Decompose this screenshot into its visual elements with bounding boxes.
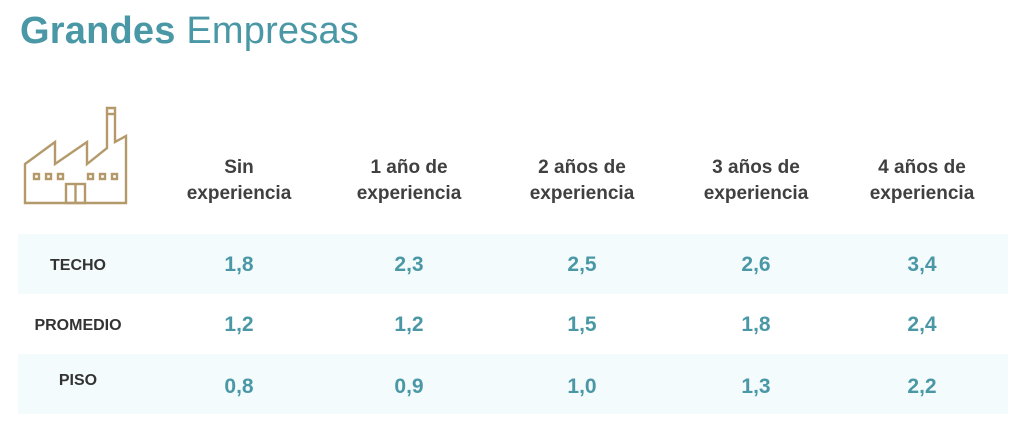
column-header: 1 año de experiencia <box>329 155 489 207</box>
column-header-line1: Sin <box>224 157 254 178</box>
table-row: PROMEDIO 1,2 1,2 1,5 1,8 2,4 <box>18 294 1008 354</box>
table-cell: 0,9 <box>394 375 424 398</box>
column-header: 2 años de experiencia <box>502 155 662 207</box>
page-title: Grandes Empresas <box>20 8 359 54</box>
column-header: 3 años de experiencia <box>676 155 836 207</box>
table-row: PISO 0,8 0,9 1,0 1,3 2,2 <box>18 354 1008 414</box>
table-cell: 2,3 <box>394 253 424 276</box>
table-cell: 1,5 <box>567 313 597 336</box>
row-label: TECHO <box>50 257 106 274</box>
table-cell: 1,2 <box>224 313 254 336</box>
table-cell: 2,2 <box>907 375 937 398</box>
column-header-line1: 1 año de <box>370 157 448 178</box>
column-header-line1: 3 años de <box>712 157 800 178</box>
table-row: TECHO 1,8 2,3 2,5 2,6 3,4 <box>18 234 1008 294</box>
page-title-bold: Grandes <box>20 10 176 52</box>
table-cell: 1,8 <box>741 313 771 336</box>
column-header-line1: 2 años de <box>538 157 626 178</box>
column-header-line2: experiencia <box>529 183 635 204</box>
row-label: PISO <box>58 372 98 389</box>
row-label: PROMEDIO <box>34 317 122 334</box>
column-header-line2: experiencia <box>869 183 975 204</box>
table-cell: 1,8 <box>224 253 254 276</box>
table-cell: 1,2 <box>394 313 424 336</box>
table-cell: 0,8 <box>224 375 254 398</box>
column-header: Sin experiencia <box>159 155 319 207</box>
table-cell: 2,4 <box>907 313 937 336</box>
column-header-line2: experiencia <box>186 183 292 204</box>
column-header: 4 años de experiencia <box>842 155 1002 207</box>
factory-icon <box>23 106 128 205</box>
table-cell: 2,5 <box>567 253 597 276</box>
column-header-line2: experiencia <box>703 183 809 204</box>
table-cell: 1,0 <box>567 375 597 398</box>
column-header-line2: experiencia <box>356 183 462 204</box>
table-cell: 2,6 <box>741 253 771 276</box>
page-title-light: Empresas <box>186 10 359 52</box>
column-header-line1: 4 años de <box>878 157 966 178</box>
table-cell: 3,4 <box>907 253 937 276</box>
table-cell: 1,3 <box>741 375 771 398</box>
